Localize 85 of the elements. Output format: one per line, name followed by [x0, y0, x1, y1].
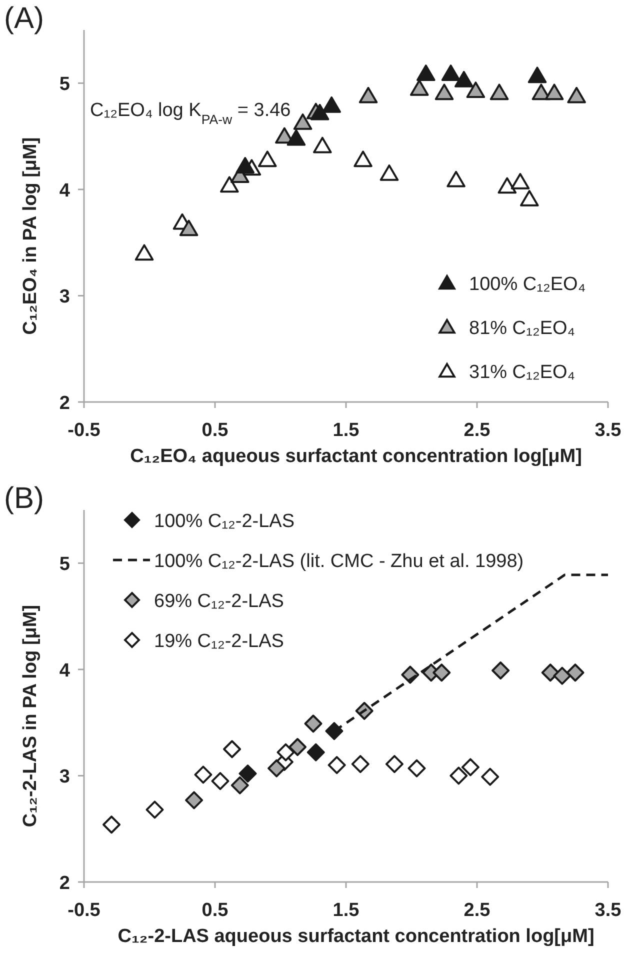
- legend-label: 100% C₁₂-2-LAS (lit. CMC - Zhu et al. 1998): [154, 551, 524, 572]
- point: [310, 104, 330, 120]
- point: [258, 150, 277, 168]
- point: [358, 86, 378, 104]
- point: [510, 172, 530, 190]
- point: [434, 84, 454, 100]
- point: [432, 664, 451, 682]
- legend-label: 19% C₁₂-2-LAS: [154, 631, 284, 652]
- point: [238, 764, 257, 783]
- point: [304, 714, 322, 733]
- point: [268, 759, 286, 778]
- x-tick-label: 2.5: [464, 900, 491, 921]
- x-tick-label: 1.5: [332, 900, 360, 921]
- y-axis-title: C₁₂EO₄ in PA log [μM]: [20, 137, 41, 335]
- point: [293, 113, 312, 130]
- point: [185, 791, 204, 810]
- x-tick-label: 0.5: [202, 900, 229, 921]
- point: [223, 740, 242, 758]
- x-axis-title: C₁₂-2-LAS aqueous surfactant concentration log[μM]: [118, 926, 594, 947]
- chart-title: (A): [4, 2, 44, 35]
- point: [322, 96, 341, 113]
- point: [194, 766, 212, 784]
- point: [179, 220, 198, 236]
- point: [544, 84, 564, 100]
- point: [354, 150, 372, 168]
- point: [286, 129, 306, 146]
- point: [416, 64, 436, 81]
- point: [410, 79, 429, 96]
- point: [146, 800, 164, 819]
- point: [313, 136, 332, 154]
- point: [446, 170, 466, 188]
- point: [134, 244, 154, 261]
- point: [466, 82, 486, 98]
- point: [276, 743, 295, 762]
- x-axis-title: C₁₂EO₄ aqueous surfactant concentration log[μM]: [130, 446, 582, 467]
- point: [566, 664, 584, 682]
- x-tick-label: 1.5: [332, 420, 360, 441]
- legend-label: 31% C₁₂EO₄: [469, 362, 576, 383]
- point: [481, 768, 500, 786]
- y-axis-title: C₁₂-2-LAS in PA log [μM]: [20, 604, 41, 828]
- point: [520, 190, 539, 206]
- point: [461, 758, 480, 776]
- y-tick-label: 5: [59, 74, 70, 96]
- point: [441, 64, 460, 81]
- legend-label: 81% C₁₂EO₄: [469, 318, 576, 339]
- point: [385, 755, 404, 774]
- y-tick-label: 2: [59, 873, 70, 894]
- x-tick-label: 0.5: [202, 420, 229, 441]
- x-tick-label: 3.5: [594, 420, 622, 441]
- point: [380, 164, 399, 181]
- point: [498, 177, 517, 194]
- point: [454, 70, 474, 88]
- x-tick-label: 2.5: [464, 420, 491, 441]
- point: [236, 157, 255, 174]
- x-tick-label: -0.5: [68, 420, 101, 441]
- point: [553, 666, 572, 685]
- point: [288, 738, 307, 756]
- point: [450, 766, 468, 785]
- point: [528, 66, 547, 84]
- point: [325, 722, 344, 740]
- point: [541, 664, 560, 682]
- point: [220, 176, 239, 193]
- point: [492, 661, 510, 680]
- point: [211, 772, 230, 790]
- point: [306, 743, 325, 762]
- point: [230, 776, 249, 794]
- point: [567, 86, 586, 104]
- y-tick-label: 4: [59, 660, 70, 682]
- y-tick-label: 4: [59, 180, 70, 202]
- y-tick-label: 3: [59, 286, 70, 308]
- x-tick-label: 3.5: [594, 900, 622, 921]
- point: [102, 816, 121, 834]
- y-tick-label: 3: [59, 766, 70, 788]
- annotation: C₁₂EO₄ log K$_{PA-w}$ = 3.46: [90, 100, 291, 126]
- point: [351, 755, 370, 774]
- point: [490, 84, 509, 100]
- chart-title: (B): [4, 482, 44, 515]
- point: [408, 759, 426, 778]
- legend-label: 100% C₁₂-2-LAS: [154, 511, 295, 532]
- legend-label: 69% C₁₂-2-LAS: [154, 591, 284, 612]
- y-tick-label: 5: [59, 554, 70, 576]
- y-tick-label: 2: [59, 393, 70, 414]
- point: [328, 756, 346, 774]
- legend-label: 100% C₁₂EO₄: [469, 274, 586, 295]
- x-tick-label: -0.5: [68, 900, 101, 921]
